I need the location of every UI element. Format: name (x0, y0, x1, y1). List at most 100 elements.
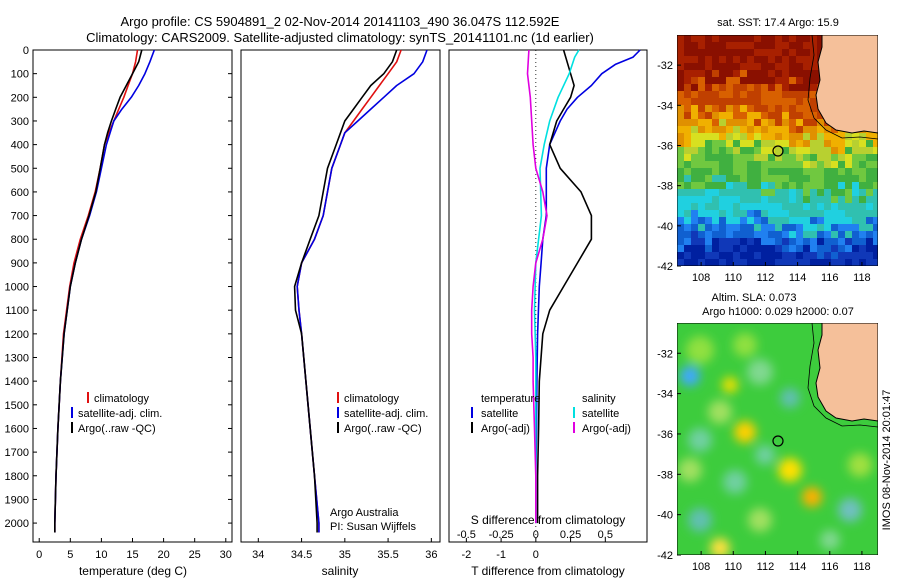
sst-cell (712, 182, 719, 189)
map-lat-tick-label: -32 (657, 60, 673, 72)
credit-line1: Argo Australia (330, 507, 399, 519)
sst-cell (726, 112, 733, 119)
sst-cell (838, 203, 845, 210)
sst-cell (789, 259, 796, 266)
sst-cell (712, 56, 719, 63)
sst-cell (726, 154, 733, 161)
sst-cell (866, 210, 873, 217)
sst-cell (859, 175, 866, 182)
sst-cell (775, 147, 782, 154)
sla-anomaly-blob (710, 538, 730, 555)
sst-cell (740, 224, 747, 231)
sst-cell (726, 63, 733, 70)
sst-cell (810, 63, 817, 70)
sst-cell (705, 56, 712, 63)
legend-label-climatology: climatology (94, 393, 150, 405)
sst-cell (726, 119, 733, 126)
difference-series-0 (534, 49, 641, 524)
sst-cell (691, 98, 698, 105)
sst-cell (824, 175, 831, 182)
sst-cell (796, 140, 803, 147)
sst-cell (684, 140, 691, 147)
sst-cell (705, 91, 712, 98)
sst-cell (838, 133, 845, 140)
sst-cell (796, 259, 803, 266)
sst-cell (866, 168, 873, 175)
sst-cell (705, 84, 712, 91)
legend-label-t-satellite: satellite (481, 408, 518, 420)
sst-cell (733, 112, 740, 119)
sst-cell (831, 189, 838, 196)
sst-cell (754, 63, 761, 70)
sst-cell (817, 259, 824, 266)
sst-cell (852, 210, 859, 217)
sst-cell (712, 126, 719, 133)
sst-cell (810, 147, 817, 154)
sst-cell (845, 168, 852, 175)
sst-cell (747, 231, 754, 238)
sst-cell (761, 105, 768, 112)
sst-cell (677, 224, 684, 231)
sst-cell (810, 175, 817, 182)
sst-cell (747, 259, 754, 266)
map-lon-tick-label: 110 (725, 561, 743, 573)
sst-cell (698, 49, 705, 56)
sst-cell (740, 63, 747, 70)
land-contour (807, 323, 878, 428)
sst-cell (803, 217, 810, 224)
sst-cell (698, 84, 705, 91)
sst-cell (782, 210, 789, 217)
depth-tick-label: 1500 (5, 400, 29, 412)
legend-label-satellite: satellite-adj. clim. (344, 408, 428, 420)
sst-cell (698, 126, 705, 133)
sst-cell (726, 245, 733, 252)
t-difference-tick-label: 0 (533, 549, 539, 561)
sst-cell (873, 259, 878, 266)
sst-cell (698, 168, 705, 175)
sst-cell (796, 168, 803, 175)
sst-cell (761, 154, 768, 161)
sst-cell (761, 112, 768, 119)
sst-cell (866, 238, 873, 245)
sst-cell (747, 112, 754, 119)
sst-cell (824, 203, 831, 210)
sst-cell (789, 119, 796, 126)
sst-cell (782, 112, 789, 119)
sst-cell (789, 42, 796, 49)
sst-cell (789, 35, 796, 42)
sst-cell (817, 119, 824, 126)
difference-series-group (526, 49, 641, 524)
sst-cell (726, 252, 733, 259)
sst-cell (726, 77, 733, 84)
sst-cell (873, 210, 878, 217)
sst-cell (761, 133, 768, 140)
sst-cell (726, 133, 733, 140)
sst-cell (698, 56, 705, 63)
sst-cell (761, 42, 768, 49)
sst-cell (859, 147, 866, 154)
sst-cell (733, 42, 740, 49)
temperature-x-axis: 0 5 10 15 20 25 30 (36, 538, 232, 561)
sst-cell (817, 161, 824, 168)
sst-cell (684, 203, 691, 210)
sst-cell (761, 56, 768, 63)
sst-cell (684, 245, 691, 252)
sst-cell (817, 203, 824, 210)
salinity-tick-label: 34.5 (291, 549, 312, 561)
sla-anomaly-blob (680, 366, 700, 386)
sst-cell (775, 210, 782, 217)
sst-cell (754, 189, 761, 196)
sst-cell (866, 189, 873, 196)
sst-cell (684, 238, 691, 245)
sst-cell (754, 70, 761, 77)
sst-cell (859, 217, 866, 224)
sst-cell (684, 161, 691, 168)
sst-cell (796, 49, 803, 56)
sst-cell (824, 126, 831, 133)
sst-cell (712, 210, 719, 217)
sst-cell (747, 126, 754, 133)
sst-cell (831, 196, 838, 203)
sst-cell (712, 70, 719, 77)
sst-cell (677, 126, 684, 133)
temperature-xlabel: temperature (deg C) (79, 564, 187, 578)
